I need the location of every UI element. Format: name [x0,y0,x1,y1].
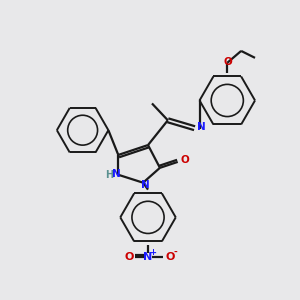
Text: +: + [149,248,157,256]
Text: N: N [197,122,206,132]
Text: N: N [141,180,149,190]
Text: O: O [165,252,175,262]
Text: O: O [124,252,134,262]
Text: N: N [112,169,121,179]
Text: -: - [174,248,178,256]
Text: H: H [105,170,113,180]
Text: O: O [224,57,233,67]
Text: N: N [143,252,153,262]
Text: O: O [180,155,189,165]
